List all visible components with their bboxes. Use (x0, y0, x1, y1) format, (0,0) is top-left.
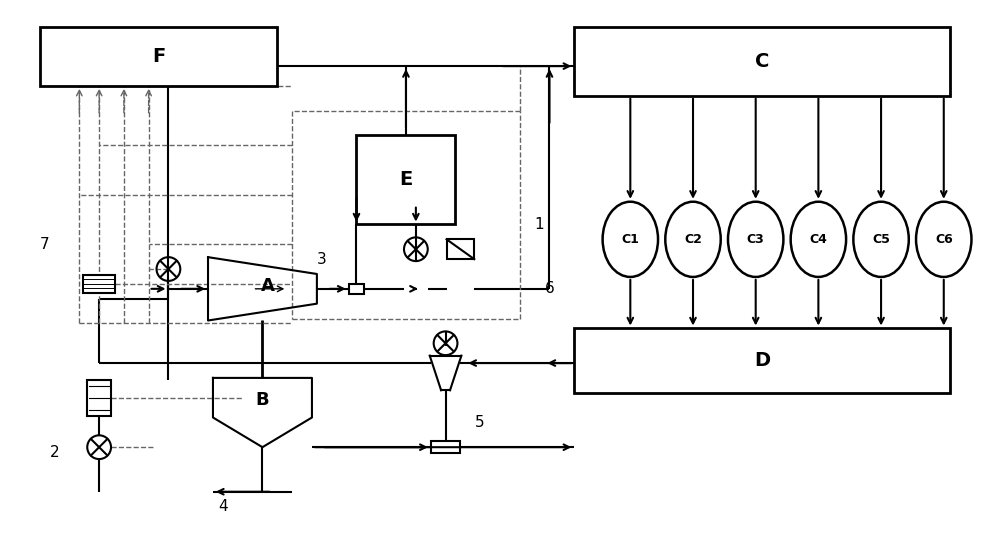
Bar (40, 27, 277, 86)
Ellipse shape (603, 202, 658, 277)
Text: C4: C4 (809, 233, 827, 246)
Text: F: F (152, 47, 165, 66)
Text: C: C (755, 52, 769, 71)
Ellipse shape (665, 202, 721, 277)
Text: C1: C1 (621, 233, 639, 246)
Ellipse shape (916, 202, 971, 277)
Bar (87, 380, 111, 416)
Text: C3: C3 (747, 233, 765, 246)
Text: 6: 6 (545, 281, 554, 296)
Text: B: B (256, 391, 269, 409)
Bar (574, 329, 950, 393)
Text: 3: 3 (317, 252, 327, 267)
Text: 4: 4 (218, 499, 228, 514)
Text: 5: 5 (475, 415, 485, 430)
Bar (349, 284, 364, 294)
Ellipse shape (791, 202, 846, 277)
Ellipse shape (853, 202, 909, 277)
Bar (356, 135, 455, 225)
Text: 7: 7 (40, 237, 49, 252)
Polygon shape (208, 257, 317, 320)
Polygon shape (213, 378, 312, 447)
Text: C5: C5 (872, 233, 890, 246)
Text: 1: 1 (535, 217, 544, 232)
Text: 2: 2 (50, 444, 59, 460)
Bar (431, 441, 460, 453)
Text: C2: C2 (684, 233, 702, 246)
Text: C6: C6 (935, 233, 953, 246)
Text: E: E (399, 170, 413, 189)
Bar (447, 239, 474, 259)
Ellipse shape (728, 202, 783, 277)
Text: A: A (260, 277, 274, 295)
Text: D: D (754, 351, 770, 370)
Bar (83, 275, 115, 293)
Bar (574, 27, 950, 96)
